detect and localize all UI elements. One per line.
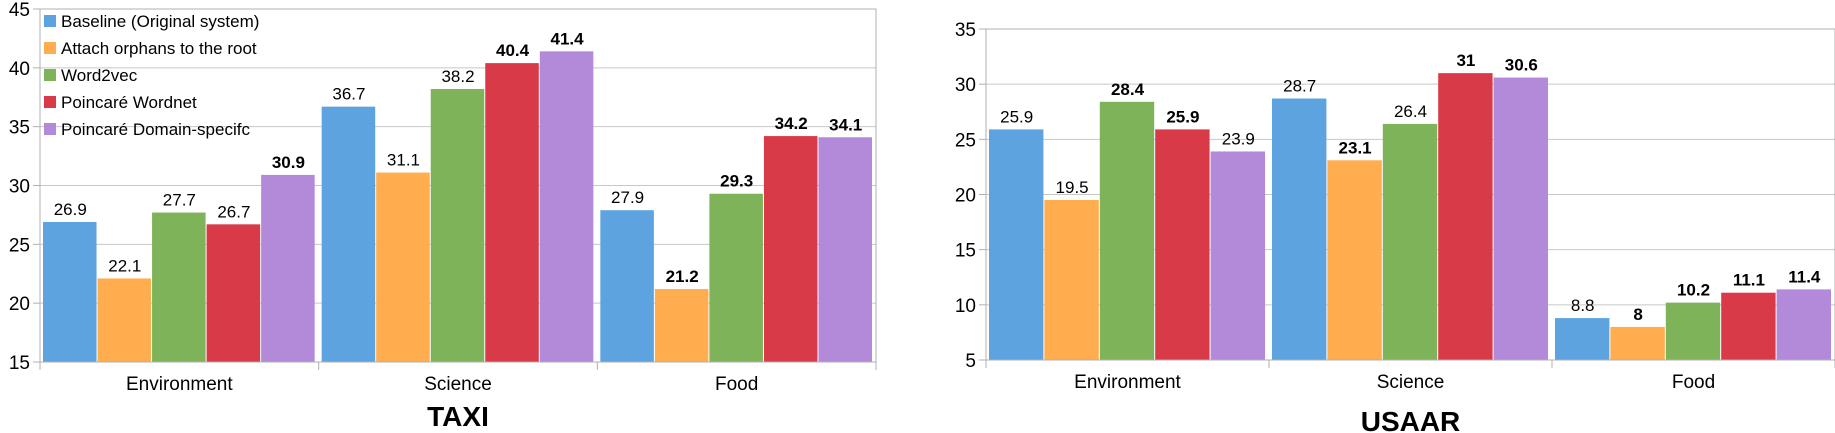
data-label: 27.7 [163,191,196,210]
bar [600,210,654,362]
bar [97,278,152,362]
bar [763,136,818,362]
data-label: 31.1 [387,151,420,170]
legend-entry: Attach orphans to the root [61,39,257,58]
data-label: 28.4 [1111,80,1145,99]
y-tick-label: 15 [9,353,30,374]
bar [430,89,485,362]
y-tick-label: 45 [9,0,30,21]
bar [376,172,430,362]
bar [1721,292,1776,360]
y-tick-label: 15 [955,241,976,262]
chart-title: USAAR [1361,406,1461,433]
chart-title: TAXI [427,401,489,432]
data-label: 34.2 [775,114,808,133]
data-label: 10.2 [1677,281,1710,300]
bar [43,221,97,362]
bar [321,106,376,362]
data-label: 22.1 [108,256,141,275]
y-tick-label: 25 [9,235,30,256]
legend-entry: Baseline (Original system) [61,12,259,31]
y-tick-label: 10 [955,296,976,317]
data-label: 11.4 [1788,267,1821,286]
legend-swatch [44,96,56,108]
y-tick-label: 35 [955,20,976,41]
data-label: 26.4 [1394,102,1427,121]
data-label: 21.2 [666,267,699,286]
data-label: 23.1 [1339,138,1372,157]
bar [1210,151,1265,360]
category-label: Environment [1074,372,1181,393]
bar [1438,73,1493,360]
legend-swatch [44,69,56,81]
bar [152,212,206,362]
bar [654,289,709,362]
bar [206,224,261,362]
bar [1272,98,1327,360]
category-label: Food [715,374,758,395]
legend-entry: Poincaré Domain-specifc [61,120,250,139]
bar [709,193,763,362]
y-tick-label: 20 [955,186,976,207]
data-label: 30.9 [272,153,305,172]
y-tick-label: 5 [965,351,976,372]
y-tick-label: 20 [9,294,30,315]
data-label: 8.8 [1571,296,1595,315]
data-label: 11.1 [1733,271,1765,290]
bar [989,129,1044,360]
y-tick-label: 35 [9,118,30,139]
data-label: 23.9 [1222,129,1255,148]
bar [485,63,539,362]
bar [1555,318,1610,360]
data-label: 34.1 [829,115,862,134]
bar [1044,200,1099,360]
data-label: 25.9 [1166,107,1199,126]
legend-entry: Poincaré Wordnet [61,93,197,112]
data-label: 30.6 [1505,56,1538,75]
bar [261,174,315,362]
data-label: 25.9 [1000,107,1033,126]
legend-entry: Word2vec [61,66,138,85]
y-tick-label: 40 [9,59,30,80]
data-label: 31 [1456,51,1475,70]
bar [539,51,594,363]
y-tick-label: 25 [955,130,976,151]
data-label: 28.7 [1283,77,1316,96]
category-label: Science [424,374,492,395]
bar [818,137,872,362]
data-label: 40.4 [496,41,530,60]
category-label: Environment [126,374,233,395]
y-tick-label: 30 [9,177,30,198]
bar [1776,289,1831,360]
data-label: 8 [1633,305,1642,324]
legend-swatch [44,15,56,27]
data-label: 29.3 [720,172,753,191]
legend-swatch [44,42,56,54]
bar [1155,129,1210,360]
category-label: Science [1377,372,1445,393]
data-label: 41.4 [551,29,585,48]
y-tick-label: 30 [955,75,976,96]
legend-swatch [44,123,56,135]
data-label: 38.2 [441,67,474,86]
data-label: 27.9 [611,188,644,207]
bar [1382,123,1438,361]
bar [1099,101,1155,360]
category-label: Food [1672,372,1715,393]
bar [1610,326,1665,360]
data-label: 26.9 [54,200,87,219]
bar [1665,302,1721,360]
data-label: 19.5 [1056,178,1089,197]
bar [1327,160,1382,360]
data-label: 26.7 [217,202,250,221]
bar [1493,77,1548,361]
data-label: 36.7 [332,85,365,104]
